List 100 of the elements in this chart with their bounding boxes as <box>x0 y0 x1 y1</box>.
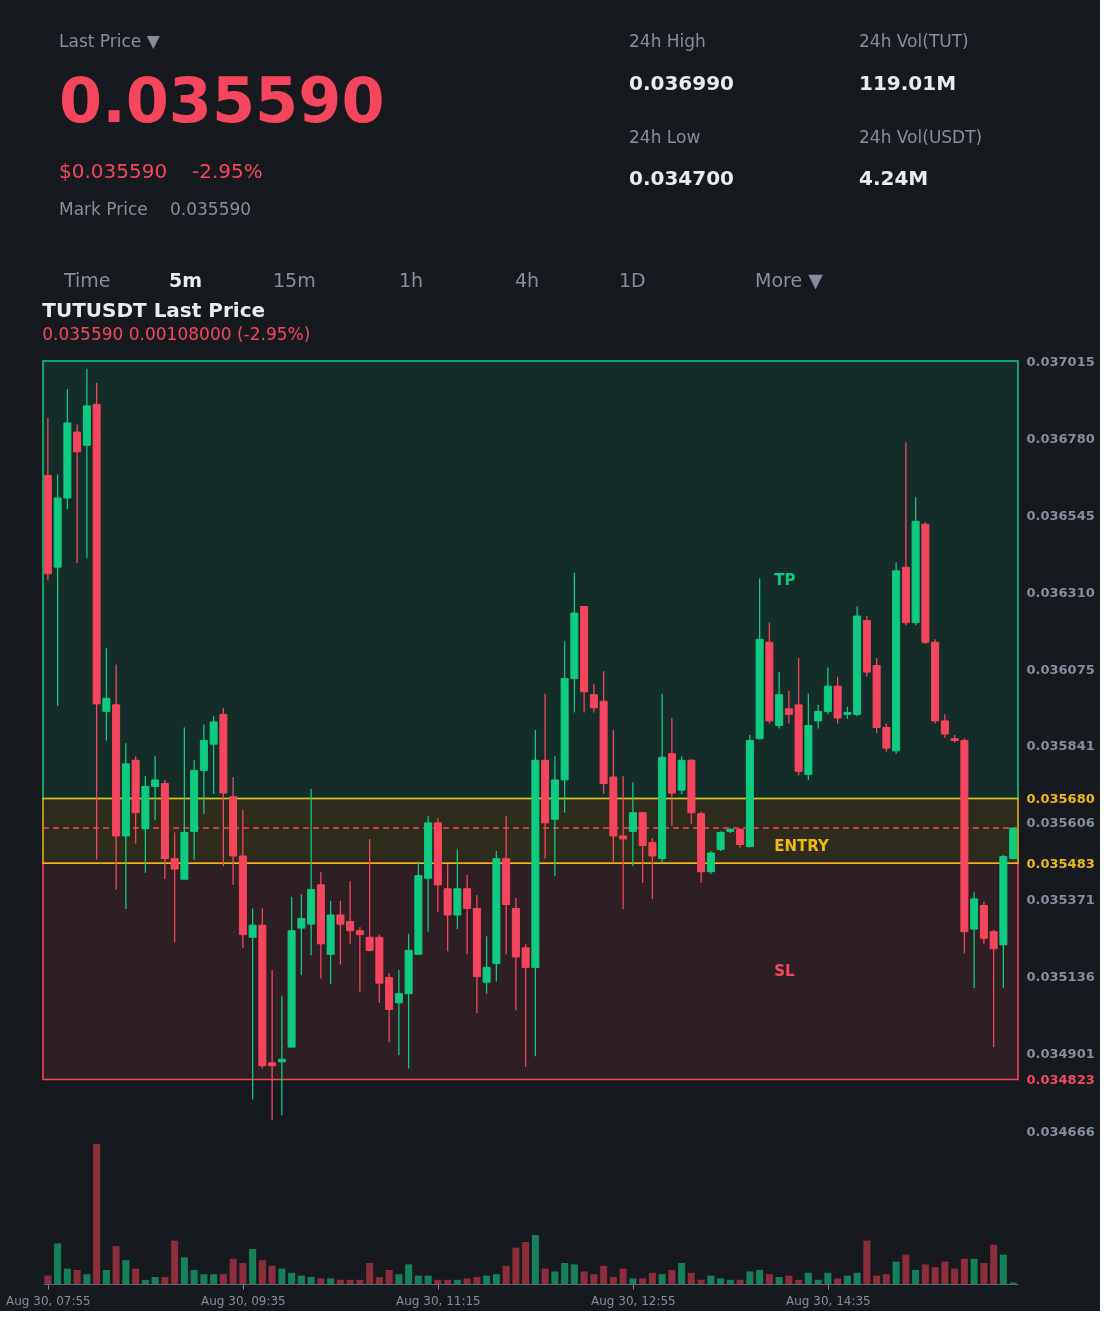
chart-title: TUTUSDT Last Price <box>42 298 266 322</box>
y-tick-label: 0.035680 <box>1026 791 1095 807</box>
bar <box>210 1274 218 1284</box>
bar <box>93 1144 101 1284</box>
candlestick <box>628 781 637 867</box>
y-tick-label: 0.035136 <box>1026 969 1095 985</box>
bar <box>629 1278 637 1284</box>
text: 5m <box>169 269 203 291</box>
bar <box>970 1258 978 1284</box>
y-tick-label: 0.035606 <box>1026 815 1095 831</box>
bar <box>444 1279 452 1284</box>
bar <box>668 1270 676 1284</box>
bar <box>873 1275 881 1284</box>
y-tick-label: 0.034823 <box>1026 1072 1095 1088</box>
bar <box>785 1275 793 1284</box>
bar <box>327 1278 335 1284</box>
text: 0.035590 <box>170 199 252 219</box>
text: 0.034700 <box>629 166 735 190</box>
text: Last Price ▼ <box>59 31 161 51</box>
band-label: ENTRY <box>774 836 831 855</box>
x-tick-label: Aug 30, 07:55 <box>6 1293 91 1308</box>
candlestick <box>814 704 823 730</box>
text: 4h <box>515 269 540 291</box>
text: 24h Vol(USDT) <box>859 127 983 147</box>
y-tick-label: 0.034666 <box>1026 1123 1095 1139</box>
x-tick-label: Aug 30, 11:15 <box>396 1293 481 1308</box>
bar <box>648 1272 656 1284</box>
bar <box>590 1274 598 1284</box>
bar <box>112 1246 120 1284</box>
y-tick-label: 0.036780 <box>1026 430 1095 446</box>
bar <box>678 1263 686 1284</box>
bar <box>726 1279 734 1284</box>
y-tick-label: 0.035483 <box>1026 855 1095 871</box>
y-tick-label: 0.034901 <box>1026 1046 1095 1062</box>
bar <box>931 1267 939 1284</box>
bar <box>297 1275 305 1284</box>
bar <box>73 1270 81 1284</box>
bar <box>492 1274 500 1284</box>
bar <box>551 1271 559 1284</box>
text: 24h High <box>629 31 706 51</box>
bar <box>336 1279 344 1284</box>
bar <box>853 1272 861 1284</box>
text: 119.01M <box>859 71 957 95</box>
bar <box>346 1279 354 1284</box>
y-tick-label: 0.037015 <box>1026 353 1095 369</box>
bar <box>502 1265 510 1284</box>
bar <box>756 1270 764 1284</box>
bar <box>990 1244 998 1284</box>
bar <box>249 1249 257 1284</box>
bar <box>570 1264 578 1284</box>
bar <box>600 1265 608 1284</box>
bar <box>102 1270 110 1284</box>
bar <box>746 1271 754 1284</box>
bar <box>483 1275 491 1284</box>
candlestick <box>73 423 82 564</box>
bar <box>941 1261 949 1284</box>
candlestick <box>706 850 715 875</box>
bar <box>63 1268 71 1284</box>
bar <box>171 1240 179 1284</box>
text: 15m <box>273 269 316 291</box>
candlestick <box>940 713 949 739</box>
bar <box>541 1268 549 1284</box>
bar <box>122 1260 130 1284</box>
text: $0.035590 <box>59 159 168 183</box>
bar <box>54 1243 62 1284</box>
bar <box>707 1275 715 1284</box>
bar <box>921 1264 929 1284</box>
bar <box>980 1263 988 1284</box>
bar <box>960 1258 968 1284</box>
text: More ▼ <box>755 269 824 291</box>
text: 1D <box>619 269 646 291</box>
x-tick-label: Aug 30, 09:35 <box>201 1293 286 1308</box>
bar <box>639 1278 647 1284</box>
bar <box>132 1268 140 1284</box>
text: Mark Price <box>59 199 148 219</box>
bar <box>385 1270 393 1284</box>
bar <box>219 1274 227 1284</box>
bar <box>463 1278 471 1284</box>
bar <box>580 1271 588 1284</box>
x-tick-label: Aug 30, 14:35 <box>786 1293 871 1308</box>
bar <box>912 1270 920 1284</box>
bar <box>814 1279 822 1284</box>
bar <box>356 1279 364 1284</box>
bar <box>229 1258 237 1284</box>
bar <box>736 1279 744 1284</box>
y-tick-label: 0.036310 <box>1026 584 1095 600</box>
candlestick <box>482 935 491 995</box>
text: 0.035590 <box>59 64 385 137</box>
bar <box>834 1278 842 1284</box>
bar <box>414 1275 422 1284</box>
bar <box>765 1274 773 1284</box>
bar <box>824 1272 832 1284</box>
bar <box>268 1265 276 1284</box>
candlestick <box>355 926 364 993</box>
bar <box>44 1275 52 1284</box>
bar <box>697 1279 705 1284</box>
candlestick <box>463 874 472 955</box>
bar <box>473 1277 481 1284</box>
bar <box>83 1274 91 1284</box>
candlestick <box>716 830 725 852</box>
